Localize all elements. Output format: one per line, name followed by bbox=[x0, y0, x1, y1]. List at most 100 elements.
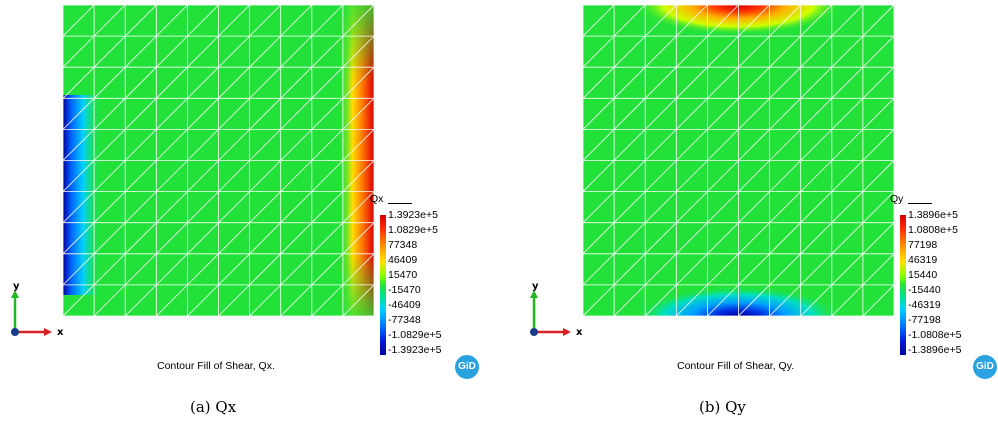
origin-marker bbox=[530, 328, 538, 336]
mesh-line bbox=[311, 129, 344, 161]
mesh-line bbox=[218, 222, 250, 255]
mesh-line bbox=[831, 160, 864, 192]
mesh-line bbox=[156, 222, 188, 255]
mesh-line bbox=[280, 160, 313, 192]
legend-tick: 1.3923e+5 bbox=[388, 209, 438, 221]
mesh-line bbox=[218, 191, 250, 223]
mesh-line bbox=[707, 66, 739, 99]
legend-tick: 46409 bbox=[388, 254, 418, 266]
mesh-line bbox=[63, 191, 95, 223]
mesh-line bbox=[862, 98, 894, 130]
mesh-line bbox=[676, 129, 708, 161]
y-arrowhead bbox=[11, 290, 19, 298]
mesh-line bbox=[707, 35, 739, 68]
mesh-line bbox=[644, 98, 677, 130]
legend-tick: -46319 bbox=[908, 299, 941, 311]
mesh-line bbox=[156, 5, 188, 37]
mesh-line bbox=[862, 284, 894, 316]
mesh-line bbox=[311, 66, 344, 99]
mesh-line bbox=[249, 66, 281, 99]
mesh-line bbox=[831, 35, 864, 68]
mesh-line bbox=[707, 98, 739, 130]
mesh-line bbox=[738, 253, 770, 286]
mesh-line bbox=[187, 160, 219, 192]
mesh-line bbox=[769, 129, 801, 161]
mesh-line bbox=[63, 35, 95, 68]
mesh-line bbox=[862, 129, 894, 161]
gid-logo: GiD bbox=[455, 355, 479, 379]
mesh-line bbox=[831, 98, 864, 130]
mesh-line bbox=[249, 5, 281, 37]
legend-colorbar-qx bbox=[380, 215, 386, 355]
y-arrowhead bbox=[530, 290, 538, 298]
mesh-line bbox=[707, 191, 739, 223]
legend-variable-qy: Qy bbox=[890, 193, 904, 205]
mesh-line bbox=[342, 253, 374, 286]
mesh-line bbox=[583, 66, 615, 99]
mesh-line bbox=[342, 191, 374, 223]
mesh-line bbox=[218, 160, 250, 192]
mesh-line bbox=[124, 98, 157, 130]
mesh-line bbox=[63, 98, 95, 130]
mesh-line bbox=[311, 98, 344, 130]
mesh-line bbox=[280, 191, 313, 223]
mesh-line bbox=[249, 222, 281, 255]
mesh-line bbox=[63, 129, 95, 161]
mesh-line bbox=[862, 222, 894, 255]
mesh-line bbox=[769, 191, 801, 223]
mesh-line bbox=[93, 253, 126, 286]
mesh-line bbox=[124, 35, 157, 68]
subcaption-qx: (a) Qx bbox=[190, 398, 237, 416]
mesh-line bbox=[187, 191, 219, 223]
mesh-line bbox=[613, 284, 646, 316]
mesh-line bbox=[218, 35, 250, 68]
x-arrowhead bbox=[44, 328, 52, 336]
x-axis-label: x bbox=[576, 327, 583, 338]
mesh-line bbox=[311, 253, 344, 286]
contour-plot-qx bbox=[63, 5, 374, 316]
mesh-line bbox=[187, 129, 219, 161]
x-arrowhead bbox=[563, 328, 571, 336]
legend-tick: -1.3896e+5 bbox=[908, 344, 962, 356]
mesh-line bbox=[644, 160, 677, 192]
mesh-line bbox=[800, 98, 833, 130]
mesh-qx bbox=[63, 5, 374, 316]
y-axis-label: y bbox=[13, 282, 20, 292]
mesh-line bbox=[187, 98, 219, 130]
legend-tick: -77198 bbox=[908, 314, 941, 326]
legend-tick: 77198 bbox=[908, 239, 938, 251]
mesh-line bbox=[156, 191, 188, 223]
mesh-line bbox=[583, 222, 615, 255]
contour-plot-qy bbox=[583, 5, 894, 316]
mesh-line bbox=[311, 35, 344, 68]
mesh-line bbox=[707, 222, 739, 255]
mesh-line bbox=[342, 35, 374, 68]
mesh-line bbox=[707, 5, 739, 37]
mesh-line bbox=[583, 35, 615, 68]
mesh-line bbox=[707, 253, 739, 286]
mesh-line bbox=[644, 35, 677, 68]
mesh-line bbox=[831, 129, 864, 161]
mesh-line bbox=[124, 284, 157, 316]
mesh-line bbox=[342, 222, 374, 255]
mesh-line bbox=[63, 222, 95, 255]
mesh-line bbox=[63, 5, 95, 37]
mesh-line bbox=[156, 35, 188, 68]
mesh-line bbox=[187, 35, 219, 68]
mesh-line bbox=[644, 5, 677, 37]
mesh-line bbox=[738, 191, 770, 223]
mesh-line bbox=[93, 5, 126, 37]
mesh-line bbox=[862, 66, 894, 99]
mesh-line bbox=[676, 5, 708, 37]
mesh-line bbox=[63, 253, 95, 286]
legend-tick: -1.0808e+5 bbox=[908, 329, 962, 341]
mesh-line bbox=[280, 253, 313, 286]
mesh-line bbox=[218, 66, 250, 99]
mesh-line bbox=[93, 160, 126, 192]
mesh-line bbox=[583, 129, 615, 161]
mesh-line bbox=[644, 66, 677, 99]
mesh-line bbox=[93, 222, 126, 255]
mesh-line bbox=[311, 284, 344, 316]
mesh-line bbox=[187, 253, 219, 286]
mesh-line bbox=[613, 5, 646, 37]
